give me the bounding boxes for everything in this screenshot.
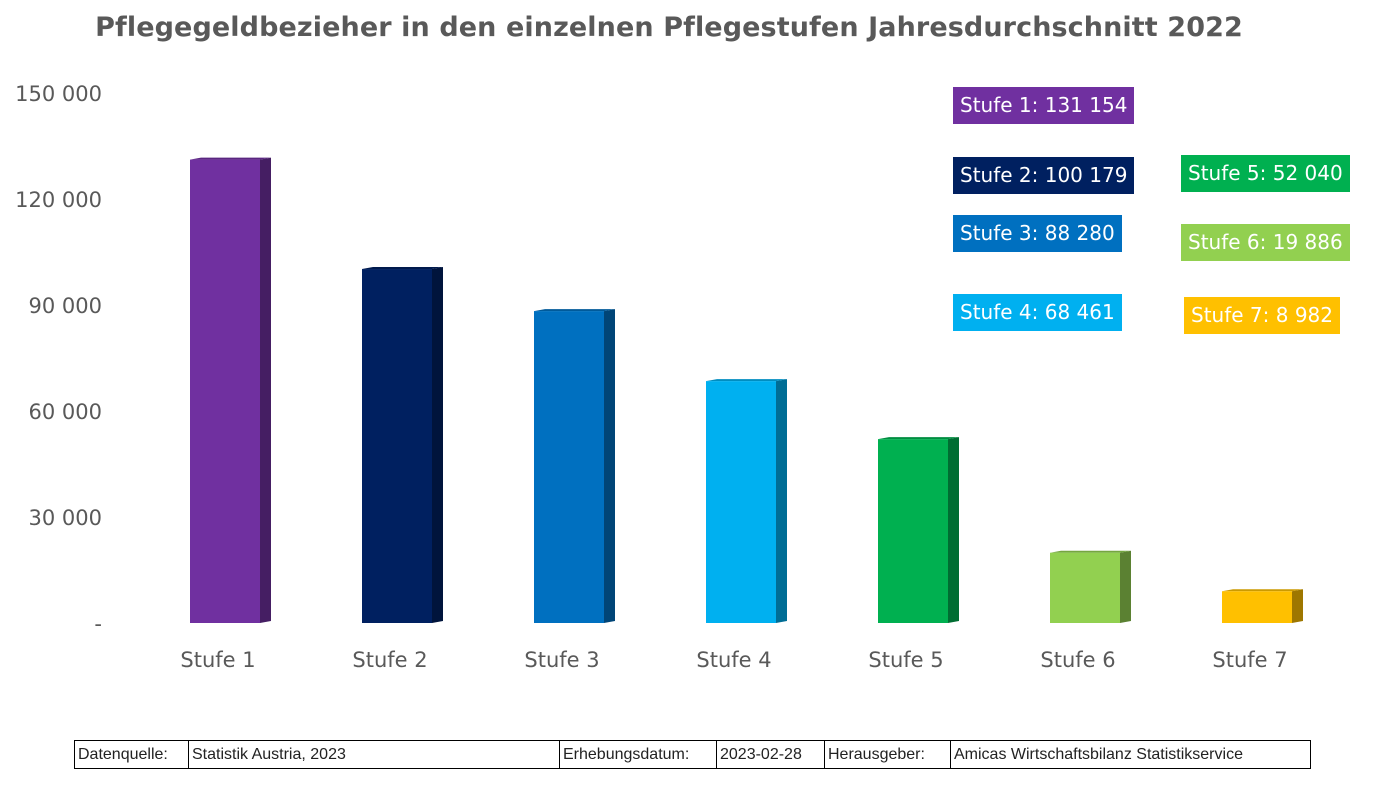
y-axis: - 30 000 60 000 90 000 120 000 150 000 (15, 82, 102, 636)
x-tick-label: Stufe 5 (868, 648, 943, 672)
bar-side (604, 309, 615, 623)
bar-group (878, 437, 959, 623)
callout-stufe-3: Stufe 3: 88 280 (953, 215, 1122, 252)
x-axis: Stufe 1 Stufe 2 Stufe 3 Stufe 4 Stufe 5 Stufe… (180, 648, 1287, 672)
y-tick-label: 30 000 (29, 506, 102, 530)
erhebungsdatum-value: 2023-02-28 (716, 740, 825, 769)
y-tick-label: 60 000 (29, 400, 102, 424)
bar-group (534, 309, 615, 623)
callout-stufe-2: Stufe 2: 100 179 (953, 157, 1135, 194)
bar-top (1222, 589, 1303, 592)
bar (190, 159, 260, 623)
bar (706, 381, 776, 623)
y-tick-label: 120 000 (15, 188, 102, 212)
x-tick-label: Stufe 3 (524, 648, 599, 672)
bars (190, 157, 1303, 623)
source-row: Datenquelle: Statistik Austria, 2023 Erh… (74, 740, 1311, 769)
erhebungsdatum-label: Erhebungsdatum: (559, 740, 717, 769)
herausgeber-value: Amicas Wirtschaftsbilanz Statistikservic… (950, 740, 1311, 769)
datenquelle-value: Statistik Austria, 2023 (188, 740, 560, 769)
bar (362, 269, 432, 623)
y-tick-label: - (94, 612, 102, 636)
herausgeber-label: Herausgeber: (824, 740, 951, 769)
bar-side (432, 267, 443, 623)
bar-group (190, 157, 271, 623)
bar (1222, 591, 1292, 623)
bar-group (706, 379, 787, 623)
x-tick-label: Stufe 1 (180, 648, 255, 672)
callout-stufe-7: Stufe 7: 8 982 (1184, 297, 1340, 334)
bar (878, 439, 948, 623)
x-tick-label: Stufe 2 (352, 648, 427, 672)
callout-stufe-5: Stufe 5: 52 040 (1181, 155, 1350, 192)
callout-stufe-6: Stufe 6: 19 886 (1181, 224, 1350, 261)
callout-stufe-4: Stufe 4: 68 461 (953, 294, 1122, 331)
bar-side (1292, 589, 1303, 623)
bar-top (706, 379, 787, 382)
bar-side (948, 437, 959, 623)
bar-side (1120, 550, 1131, 623)
bar (534, 311, 604, 623)
bar-side (260, 157, 271, 623)
bar-chart: - 30 000 60 000 90 000 120 000 150 000 Stufe … (15, 82, 1303, 672)
bar-top (878, 437, 959, 440)
datenquelle-label: Datenquelle: (74, 740, 189, 769)
x-tick-label: Stufe 4 (696, 648, 771, 672)
bar-group (1222, 589, 1303, 623)
bar-top (534, 309, 615, 312)
bar-group (1050, 550, 1131, 623)
chart-title: Pflegegeldbezieher in den einzelnen Pfle… (95, 12, 1243, 43)
bar-side (776, 379, 787, 623)
y-tick-label: 150 000 (15, 82, 102, 106)
bar-top (362, 267, 443, 270)
x-tick-label: Stufe 7 (1212, 648, 1287, 672)
bar-top (1050, 550, 1131, 553)
source-table: Datenquelle: Statistik Austria, 2023 Erh… (74, 740, 1311, 769)
bar-top (190, 157, 271, 160)
x-tick-label: Stufe 6 (1040, 648, 1115, 672)
bar (1050, 552, 1120, 623)
bar-group (362, 267, 443, 623)
y-tick-label: 90 000 (29, 294, 102, 318)
callout-stufe-1: Stufe 1: 131 154 (953, 87, 1135, 124)
